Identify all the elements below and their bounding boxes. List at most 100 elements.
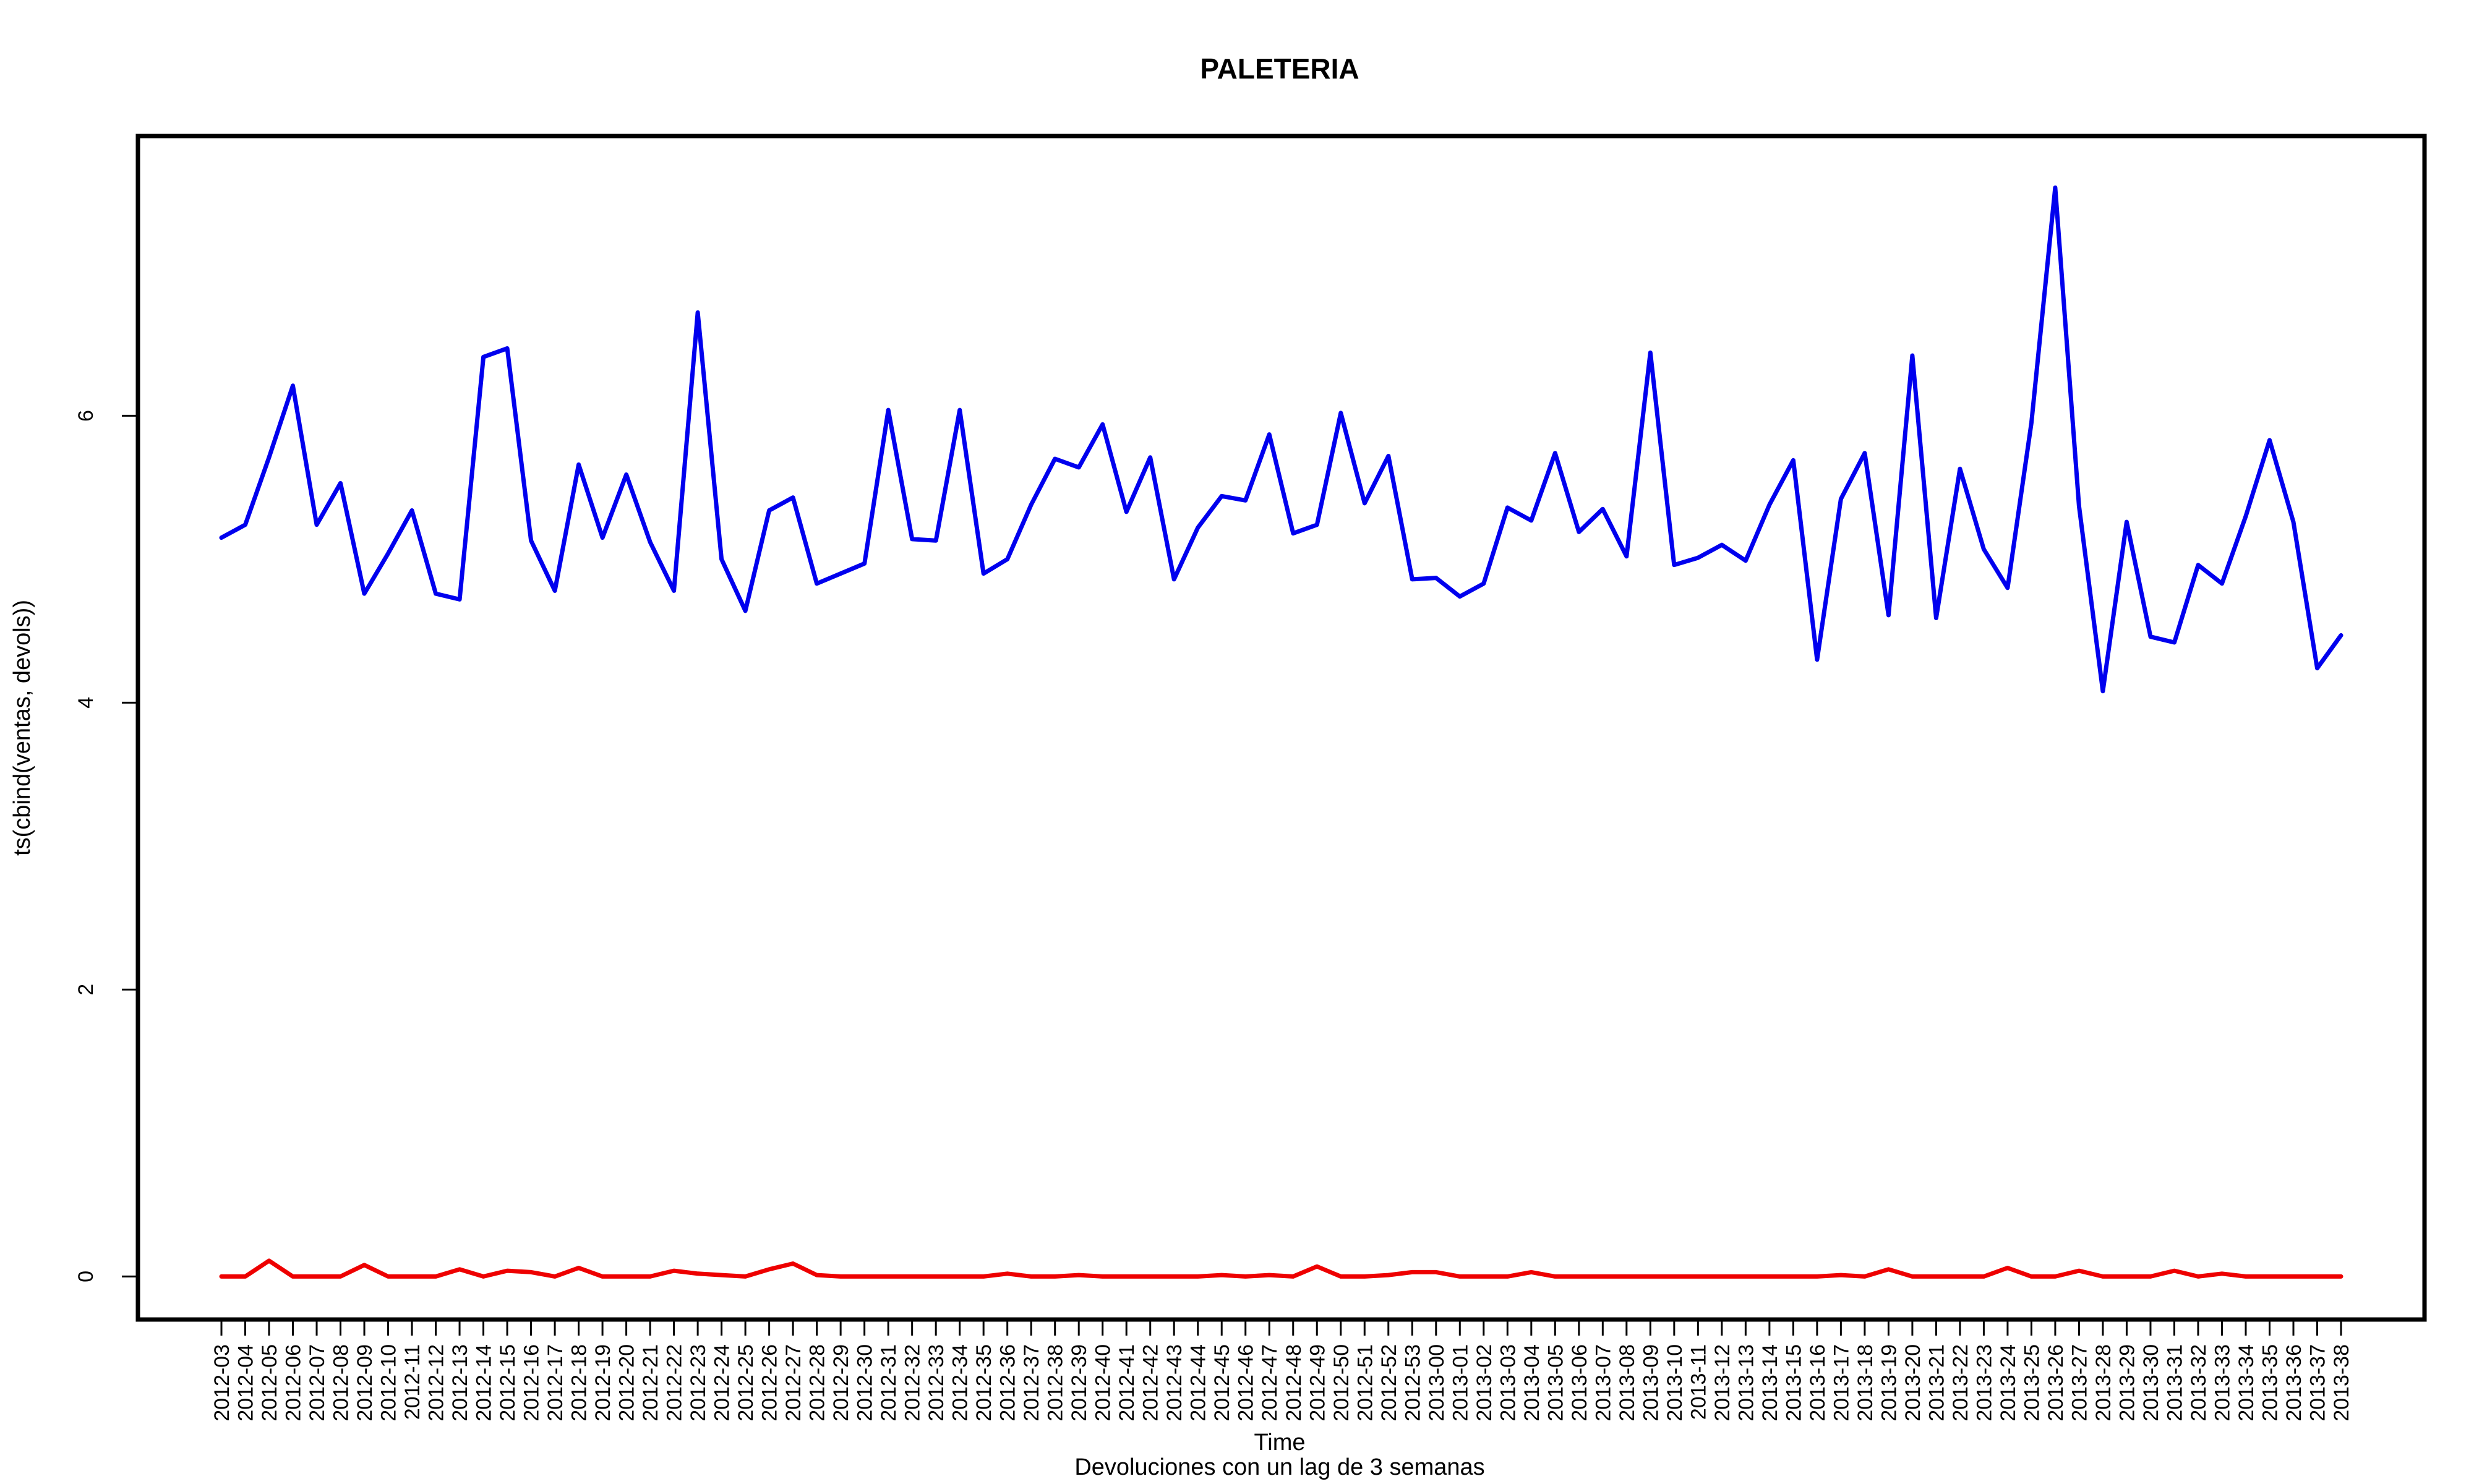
series-line-0 — [219, 186, 2343, 694]
x-tick-label: 2013-10 — [1663, 1344, 1687, 1422]
x-tick-label: 2012-28 — [806, 1344, 829, 1422]
x-tick-label: 2012-37 — [1020, 1344, 1043, 1422]
x-tick-label: 2013-27 — [2068, 1344, 2091, 1422]
y-tick-label: 6 — [74, 410, 98, 422]
x-tick-label: 2013-04 — [1520, 1344, 1544, 1422]
x-tick-label: 2012-17 — [544, 1344, 567, 1422]
plot-frame — [135, 134, 2427, 1322]
x-tick-label: 2012-40 — [1092, 1344, 1115, 1422]
x-tick-label: 2013-11 — [1687, 1344, 1710, 1420]
x-tick-label: 2013-18 — [1854, 1344, 1877, 1422]
x-tick-label: 2013-13 — [1734, 1344, 1758, 1422]
x-tick-label: 2013-02 — [1473, 1344, 1496, 1422]
x-tick-label: 2013-37 — [2306, 1344, 2329, 1422]
x-tick-label: 2013-06 — [1568, 1344, 1591, 1422]
chart-subtitle: Devoluciones con un lag de 3 semanas — [1074, 1454, 1484, 1480]
x-tick-label: 2013-38 — [2330, 1344, 2353, 1422]
x-tick-label: 2013-03 — [1496, 1344, 1520, 1422]
x-axis: 2012-03 2012-04 2012-05 2012-06 2012-07 2012-… — [210, 1320, 2353, 1422]
x-tick-label: 2012-44 — [1187, 1344, 1210, 1422]
x-tick-label: 2013-19 — [1877, 1344, 1901, 1422]
x-tick-label: 2013-26 — [2044, 1344, 2068, 1422]
x-tick-label: 2012-24 — [711, 1344, 734, 1422]
x-tick-label: 2012-41 — [1115, 1344, 1139, 1422]
x-tick-label: 2013-14 — [1758, 1344, 1782, 1422]
x-tick-label: 2012-30 — [854, 1344, 877, 1422]
x-tick-label: 2012-19 — [591, 1344, 615, 1422]
x-tick-label: 2012-25 — [734, 1344, 758, 1422]
y-tick-label: 0 — [74, 1271, 98, 1282]
x-tick-label: 2013-12 — [1711, 1344, 1734, 1422]
x-tick-label: 2013-36 — [2282, 1344, 2306, 1422]
x-tick-label: 2013-15 — [1782, 1344, 1805, 1422]
x-tick-label: 2013-22 — [1949, 1344, 1972, 1422]
x-tick-label: 2012-51 — [1353, 1344, 1377, 1422]
x-tick-label: 2012-36 — [996, 1344, 1020, 1422]
x-tick-label: 2013-08 — [1616, 1344, 1639, 1422]
x-tick-label: 2012-13 — [448, 1344, 472, 1422]
x-tick-label: 2013-30 — [2139, 1344, 2163, 1422]
x-tick-label: 2012-26 — [758, 1344, 782, 1422]
x-tick-label: 2012-21 — [639, 1344, 662, 1422]
x-tick-label: 2013-25 — [2020, 1344, 2044, 1422]
x-tick-label: 2012-20 — [615, 1344, 639, 1422]
x-tick-label: 2012-10 — [377, 1344, 401, 1422]
x-tick-label: 2012-11 — [401, 1344, 424, 1420]
x-tick-label: 2012-48 — [1282, 1344, 1306, 1422]
x-tick-label: 2012-47 — [1258, 1344, 1282, 1422]
x-tick-label: 2012-29 — [829, 1344, 853, 1422]
x-tick-label: 2013-05 — [1544, 1344, 1567, 1422]
x-tick-label: 2012-34 — [949, 1344, 972, 1422]
series-line-1 — [219, 1258, 2343, 1279]
x-tick-label: 2013-24 — [1997, 1344, 2020, 1422]
x-tick-label: 2013-32 — [2187, 1344, 2211, 1422]
x-tick-label: 2012-49 — [1306, 1344, 1329, 1422]
x-tick-label: 2012-03 — [210, 1344, 234, 1422]
x-tick-label: 2013-20 — [1901, 1344, 1925, 1422]
y-axis-label: ts(cbind(ventas, devols)) — [9, 600, 35, 856]
x-tick-label: 2012-32 — [901, 1344, 925, 1422]
y-axis: 0 2 4 6 — [74, 410, 138, 1282]
x-tick-label: 2012-31 — [877, 1344, 901, 1422]
x-tick-label: 2012-52 — [1377, 1344, 1401, 1422]
x-axis-label: Time — [1254, 1430, 1305, 1456]
x-tick-label: 2012-05 — [258, 1344, 281, 1422]
x-tick-label: 2013-00 — [1425, 1344, 1449, 1422]
x-tick-label: 2013-35 — [2258, 1344, 2282, 1422]
x-tick-label: 2012-09 — [353, 1344, 377, 1422]
x-tick-label: 2012-35 — [972, 1344, 996, 1422]
x-tick-label: 2013-09 — [1639, 1344, 1663, 1422]
x-tick-label: 2013-28 — [2092, 1344, 2115, 1422]
y-tick-label: 4 — [74, 697, 98, 709]
x-tick-label: 2012-22 — [663, 1344, 687, 1422]
x-tick-label: 2013-07 — [1591, 1344, 1615, 1422]
x-tick-label: 2012-27 — [782, 1344, 805, 1422]
x-tick-label: 2013-33 — [2211, 1344, 2234, 1422]
x-tick-label: 2012-06 — [282, 1344, 306, 1422]
x-tick-label: 2013-23 — [1972, 1344, 1996, 1422]
x-tick-label: 2012-07 — [306, 1344, 329, 1422]
series-layer — [219, 186, 2343, 1279]
x-tick-label: 2012-45 — [1210, 1344, 1234, 1422]
chart-title: PALETERIA — [1200, 53, 1359, 85]
x-tick-label: 2013-21 — [1925, 1344, 1948, 1422]
x-tick-label: 2013-34 — [2235, 1344, 2258, 1422]
x-tick-label: 2012-23 — [687, 1344, 710, 1422]
x-tick-label: 2012-39 — [1068, 1344, 1091, 1422]
x-tick-label: 2012-43 — [1163, 1344, 1186, 1422]
x-tick-label: 2012-16 — [520, 1344, 544, 1422]
x-tick-label: 2013-17 — [1830, 1344, 1853, 1422]
x-tick-label: 2012-38 — [1044, 1344, 1068, 1422]
x-tick-label: 2012-04 — [234, 1344, 258, 1422]
y-tick-label: 2 — [74, 984, 98, 996]
x-tick-label: 2012-42 — [1139, 1344, 1163, 1422]
x-tick-label: 2012-50 — [1330, 1344, 1353, 1422]
x-tick-label: 2012-14 — [473, 1344, 496, 1422]
x-tick-label: 2013-01 — [1449, 1344, 1472, 1422]
x-tick-label: 2012-08 — [330, 1344, 353, 1422]
x-tick-label: 2012-15 — [496, 1344, 520, 1422]
x-tick-label: 2012-18 — [568, 1344, 591, 1422]
x-tick-label: 2012-46 — [1235, 1344, 1258, 1422]
x-tick-label: 2012-53 — [1401, 1344, 1424, 1422]
